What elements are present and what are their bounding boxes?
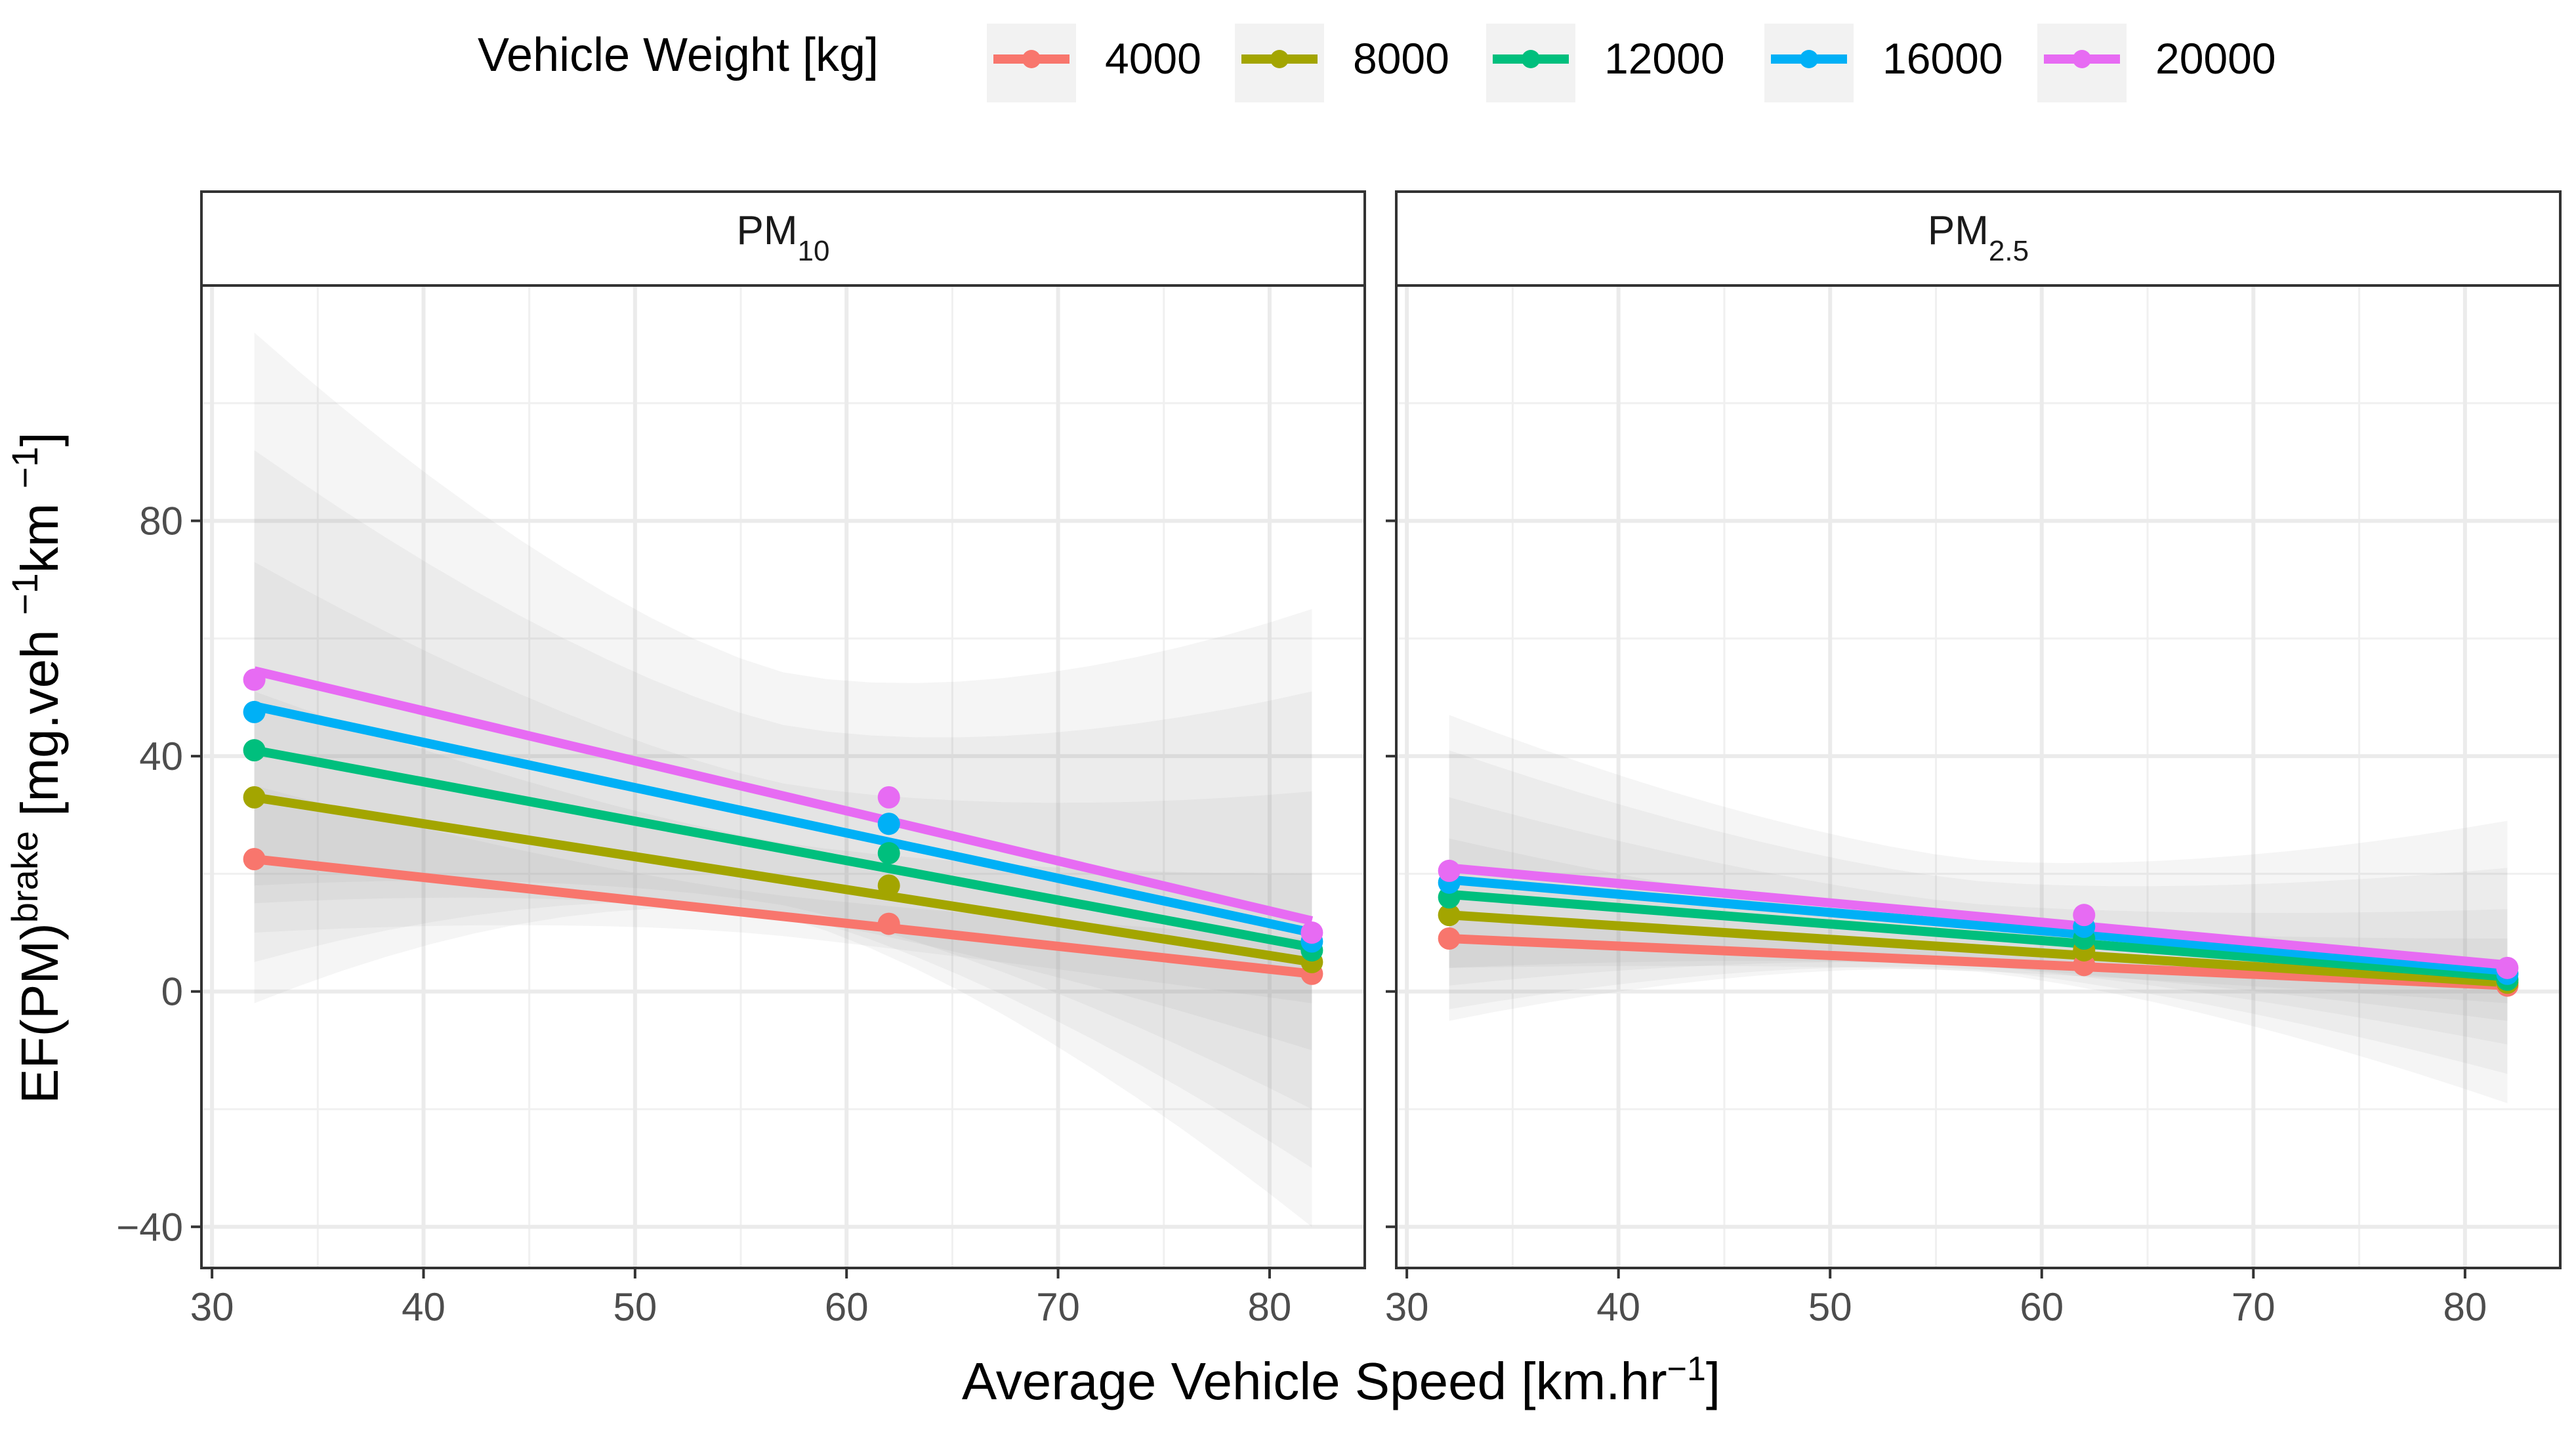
y-axis-title: EF(PM)brake [mg.veh −1km −1] bbox=[4, 432, 70, 1103]
x-axis: 30 40 50 60 70 80 bbox=[190, 1268, 1292, 1329]
data-point-4000-62 bbox=[877, 912, 900, 935]
x-tick-label: 30 bbox=[1385, 1285, 1429, 1329]
data-point-20000-32 bbox=[1438, 859, 1461, 882]
x-tick-label: 80 bbox=[1248, 1285, 1292, 1329]
panel-border bbox=[1395, 284, 2562, 1269]
x-tick-label: 60 bbox=[2020, 1285, 2064, 1329]
data-point-20000-82 bbox=[1300, 921, 1323, 944]
fit-lines bbox=[253, 666, 1314, 979]
data-point-16000-62 bbox=[877, 813, 900, 835]
data-point-20000-82 bbox=[2496, 956, 2519, 979]
y-tick-label: 0 bbox=[161, 970, 183, 1014]
legend-label-20000: 20000 bbox=[2155, 34, 2276, 83]
data-point-16000-32 bbox=[243, 700, 266, 723]
data-point-20000-62 bbox=[2073, 904, 2096, 927]
data-point-4000-32 bbox=[1438, 927, 1461, 950]
x-tick-label: 50 bbox=[613, 1285, 657, 1329]
x-tick-label: 60 bbox=[825, 1285, 869, 1329]
confidence-band-20000 bbox=[254, 332, 1312, 1227]
data-points bbox=[243, 668, 1323, 985]
data-point-8000-32 bbox=[1438, 904, 1461, 927]
fit-line-8000 bbox=[1449, 910, 2508, 988]
fit-line-20000 bbox=[253, 666, 1314, 925]
y-tick-label: 80 bbox=[139, 499, 183, 543]
legend-label-12000: 12000 bbox=[1604, 34, 1725, 83]
fit-line-4000 bbox=[253, 855, 1313, 979]
x-tick-label: 30 bbox=[190, 1285, 234, 1329]
data-points bbox=[1438, 859, 2519, 997]
legend-label-4000: 4000 bbox=[1105, 34, 1201, 83]
legend-key-point bbox=[1800, 50, 1818, 68]
x-tick-label: 40 bbox=[1596, 1285, 1640, 1329]
confidence-band-16000 bbox=[254, 450, 1312, 1168]
confidence-bands bbox=[254, 332, 1312, 1227]
fit-line-8000 bbox=[253, 792, 1313, 967]
panel-2: PM2.5 30 40 50 60 70 80 bbox=[1385, 190, 2562, 1329]
legend-item-8000: 8000 bbox=[1235, 24, 1449, 102]
legend-item-20000: 20000 bbox=[2037, 24, 2276, 102]
legend-label-16000: 16000 bbox=[1882, 34, 2003, 83]
data-point-8000-32 bbox=[243, 786, 266, 809]
plot-background bbox=[1396, 285, 2560, 1268]
fit-line-12000 bbox=[1449, 889, 2508, 982]
legend: Vehicle Weight [kg] 4000 8000 12000 16000 20… bbox=[478, 24, 2276, 102]
fit-line-20000 bbox=[1448, 863, 2508, 970]
strip-background bbox=[200, 190, 1366, 287]
legend-label-8000: 8000 bbox=[1353, 34, 1449, 83]
legend-key-point bbox=[1022, 50, 1041, 68]
data-point-12000-62 bbox=[877, 842, 900, 865]
strip-title: PM10 bbox=[737, 208, 830, 267]
gridlines bbox=[201, 285, 1365, 1268]
gridlines bbox=[1396, 285, 2560, 1268]
confidence-band-4000 bbox=[1449, 909, 2508, 1003]
x-tick-label: 40 bbox=[402, 1285, 446, 1329]
data-point-4000-32 bbox=[243, 847, 266, 870]
y-tick-label: 40 bbox=[139, 734, 183, 778]
confidence-band-20000 bbox=[1449, 715, 2508, 1103]
data-point-12000-32 bbox=[243, 739, 266, 762]
x-tick-label: 80 bbox=[2443, 1285, 2487, 1329]
legend-key-point bbox=[2073, 50, 2091, 68]
legend-item-16000: 16000 bbox=[1764, 24, 2003, 102]
panels: PM10 30 40 50 60 70 80 −40 0 40 80 PM2.5 30 40 50 60 70 8… bbox=[116, 190, 2562, 1329]
fit-line-4000 bbox=[1449, 934, 2508, 990]
x-axis-title: Average Vehicle Speed [km.hr−1] bbox=[962, 1350, 1720, 1410]
panel-1: PM10 30 40 50 60 70 80 −40 0 40 80 bbox=[116, 190, 1366, 1329]
fit-line-12000 bbox=[253, 746, 1313, 952]
fit-line-16000 bbox=[1449, 875, 2508, 976]
x-tick-label: 50 bbox=[1808, 1285, 1852, 1329]
panel-border bbox=[200, 284, 1366, 1269]
data-point-8000-62 bbox=[877, 874, 900, 897]
x-tick-label: 70 bbox=[2232, 1285, 2275, 1329]
strip-title: PM2.5 bbox=[1928, 208, 2029, 267]
fit-line-16000 bbox=[253, 702, 1313, 937]
legend-item-4000: 4000 bbox=[987, 24, 1201, 102]
data-point-20000-62 bbox=[877, 786, 900, 809]
x-axis: 30 40 50 60 70 80 bbox=[1385, 1268, 2487, 1329]
fit-lines bbox=[1448, 863, 2508, 990]
legend-key-point bbox=[1270, 50, 1289, 68]
legend-item-12000: 12000 bbox=[1486, 24, 1725, 102]
confidence-band-8000 bbox=[254, 691, 1312, 1051]
confidence-band-12000 bbox=[254, 562, 1312, 1109]
y-axis: −40 0 40 80 bbox=[116, 499, 201, 1249]
legend-keys: 4000 8000 12000 16000 20000 bbox=[987, 24, 2276, 102]
y-tick-label: −40 bbox=[116, 1205, 183, 1249]
data-point-20000-32 bbox=[243, 668, 266, 691]
y-axis bbox=[1386, 519, 1396, 1229]
x-tick-label: 70 bbox=[1036, 1285, 1080, 1329]
legend-key-point bbox=[1522, 50, 1540, 68]
legend-title: Vehicle Weight [kg] bbox=[478, 29, 879, 81]
